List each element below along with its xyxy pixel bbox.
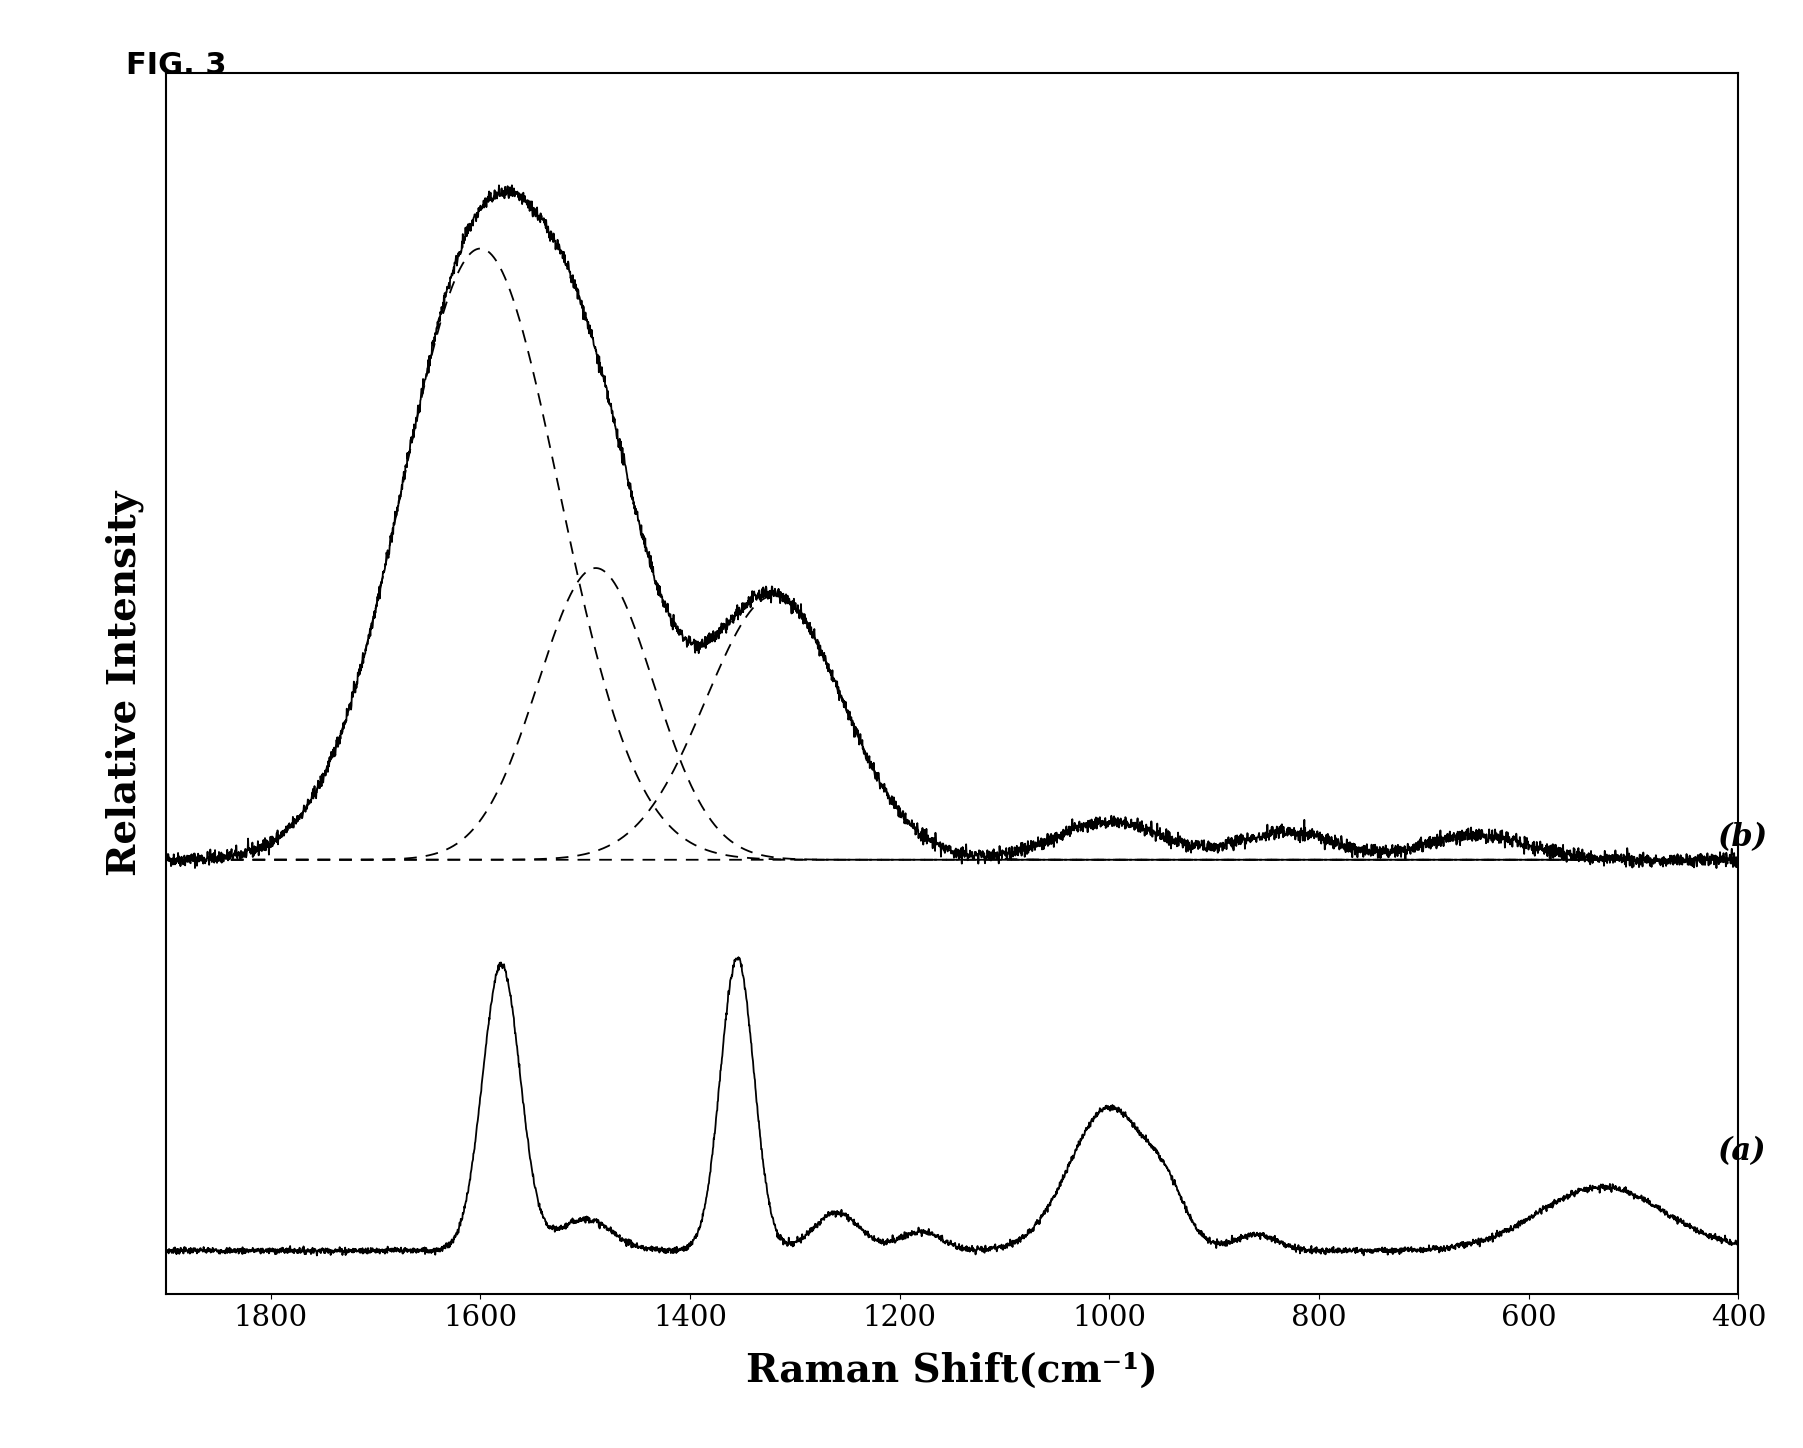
X-axis label: Raman Shift(cm⁻¹): Raman Shift(cm⁻¹) <box>746 1351 1158 1390</box>
Text: (a): (a) <box>1718 1137 1765 1167</box>
Text: (b): (b) <box>1718 822 1767 853</box>
Y-axis label: Relative Intensity: Relative Intensity <box>105 491 144 876</box>
Text: FIG. 3: FIG. 3 <box>126 51 227 80</box>
